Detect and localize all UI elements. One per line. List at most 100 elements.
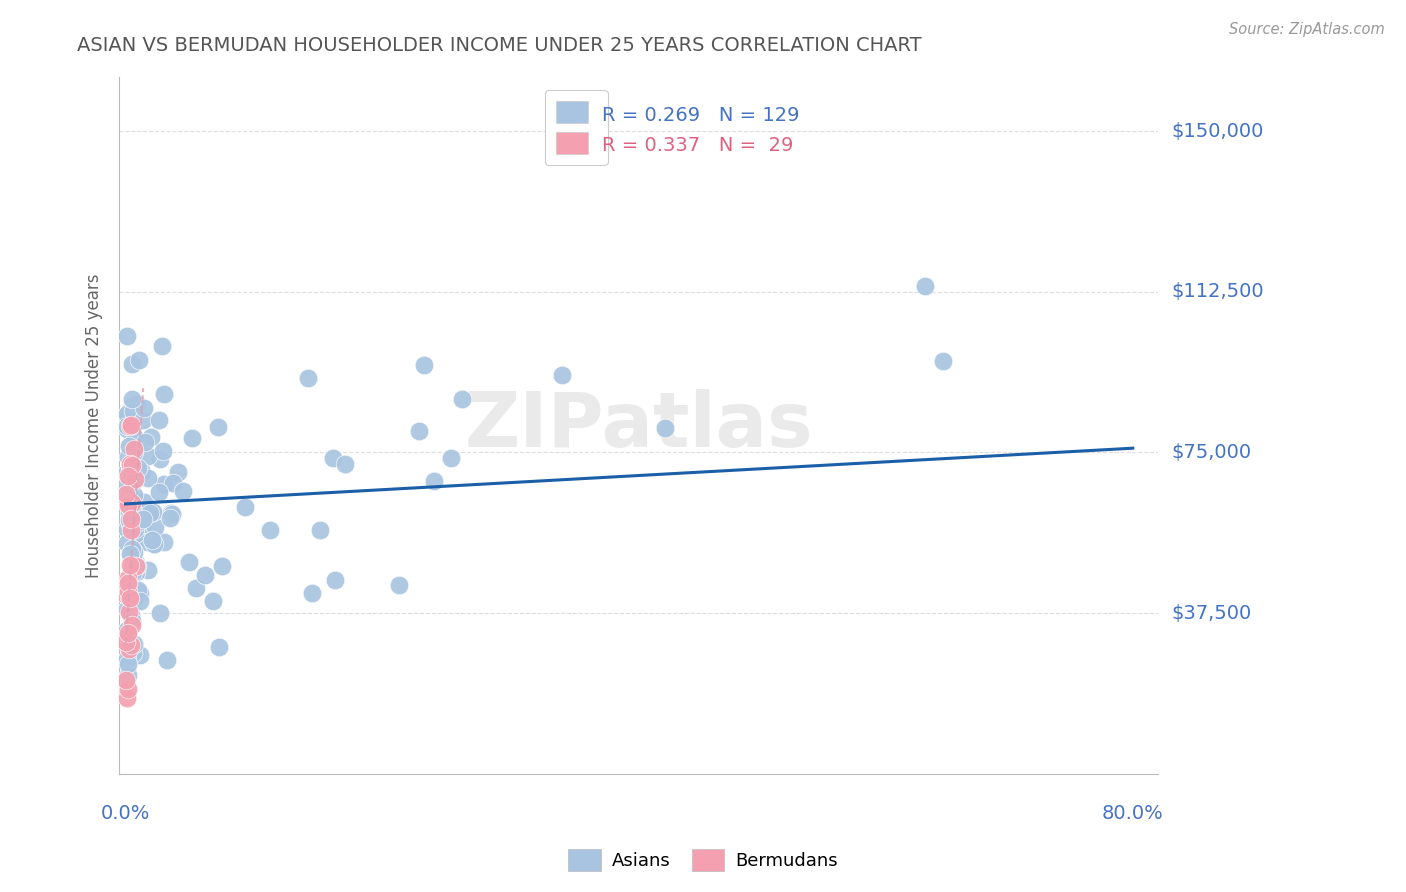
Y-axis label: Householder Income Under 25 years: Householder Income Under 25 years (86, 274, 103, 578)
Point (117, 440, 139, 454)
Point (136, 535, 159, 549)
Point (117, 468, 139, 483)
Point (115, 491, 138, 506)
Point (127, 582, 149, 597)
Point (115, 635, 138, 649)
Text: 80.0%: 80.0% (1102, 805, 1164, 823)
Point (115, 576, 138, 591)
Point (309, 523, 332, 537)
Point (124, 527, 146, 541)
Point (115, 465, 138, 479)
Point (118, 547, 141, 561)
Point (115, 673, 138, 687)
Point (124, 522, 146, 536)
Point (322, 450, 344, 465)
Point (125, 397, 148, 411)
Point (118, 517, 141, 532)
Point (115, 476, 138, 491)
Point (124, 431, 146, 445)
Point (118, 482, 141, 496)
Point (115, 601, 138, 615)
Point (387, 578, 409, 592)
Point (184, 581, 207, 595)
Point (122, 445, 145, 459)
Point (297, 370, 319, 384)
Point (117, 682, 139, 697)
Point (129, 526, 152, 541)
Point (124, 472, 146, 486)
Point (115, 498, 138, 512)
Point (138, 506, 160, 520)
Point (115, 418, 138, 433)
Point (153, 476, 176, 491)
Point (117, 498, 139, 512)
Point (142, 505, 165, 519)
Point (121, 404, 143, 418)
Point (153, 387, 176, 401)
Point (115, 409, 138, 423)
Point (172, 484, 194, 499)
Point (117, 575, 139, 590)
Legend: Asians, Bermudans: Asians, Bermudans (561, 842, 845, 879)
Point (125, 565, 148, 579)
Point (120, 459, 142, 474)
Point (150, 339, 173, 353)
Point (152, 443, 174, 458)
Point (136, 449, 159, 463)
Legend: , : , (544, 90, 607, 165)
Point (194, 567, 217, 582)
Point (148, 413, 170, 427)
Point (148, 485, 170, 500)
Point (121, 646, 143, 660)
Point (127, 559, 149, 574)
Point (207, 420, 229, 434)
Point (115, 407, 138, 421)
Point (122, 488, 145, 502)
Point (125, 556, 148, 570)
Point (551, 368, 574, 382)
Point (118, 459, 141, 474)
Text: ASIAN VS BERMUDAN HOUSEHOLDER INCOME UNDER 25 YEARS CORRELATION CHART: ASIAN VS BERMUDAN HOUSEHOLDER INCOME UND… (77, 36, 922, 54)
Point (115, 522, 138, 536)
Point (127, 437, 149, 451)
Text: 0.0%: 0.0% (101, 805, 150, 823)
Point (128, 353, 150, 368)
Point (160, 506, 183, 520)
Point (132, 518, 155, 533)
Point (115, 487, 138, 501)
Point (128, 586, 150, 600)
Point (118, 506, 141, 520)
Point (143, 537, 166, 551)
Point (121, 614, 143, 628)
Point (117, 657, 139, 671)
Point (120, 523, 142, 537)
Point (132, 511, 155, 525)
Point (139, 430, 162, 444)
Point (142, 505, 165, 519)
Point (412, 358, 434, 372)
Point (115, 535, 138, 549)
Text: $112,500: $112,500 (1171, 282, 1264, 301)
Point (132, 495, 155, 509)
Point (122, 559, 145, 574)
Point (408, 425, 430, 439)
Point (136, 470, 159, 484)
Point (120, 638, 142, 652)
Point (131, 412, 153, 426)
Text: R = 0.337   N =  29: R = 0.337 N = 29 (602, 136, 793, 155)
Point (259, 523, 281, 537)
Point (122, 475, 145, 489)
Point (654, 420, 676, 434)
Point (932, 353, 955, 368)
Point (149, 452, 172, 467)
Point (121, 399, 143, 413)
Point (117, 571, 139, 585)
Point (149, 607, 172, 621)
Point (159, 510, 181, 524)
Point (121, 541, 143, 556)
Point (450, 392, 472, 406)
Point (120, 417, 142, 432)
Point (122, 545, 145, 559)
Text: Source: ZipAtlas.com: Source: ZipAtlas.com (1229, 22, 1385, 37)
Text: R = 0.269   N = 129: R = 0.269 N = 129 (602, 106, 800, 125)
